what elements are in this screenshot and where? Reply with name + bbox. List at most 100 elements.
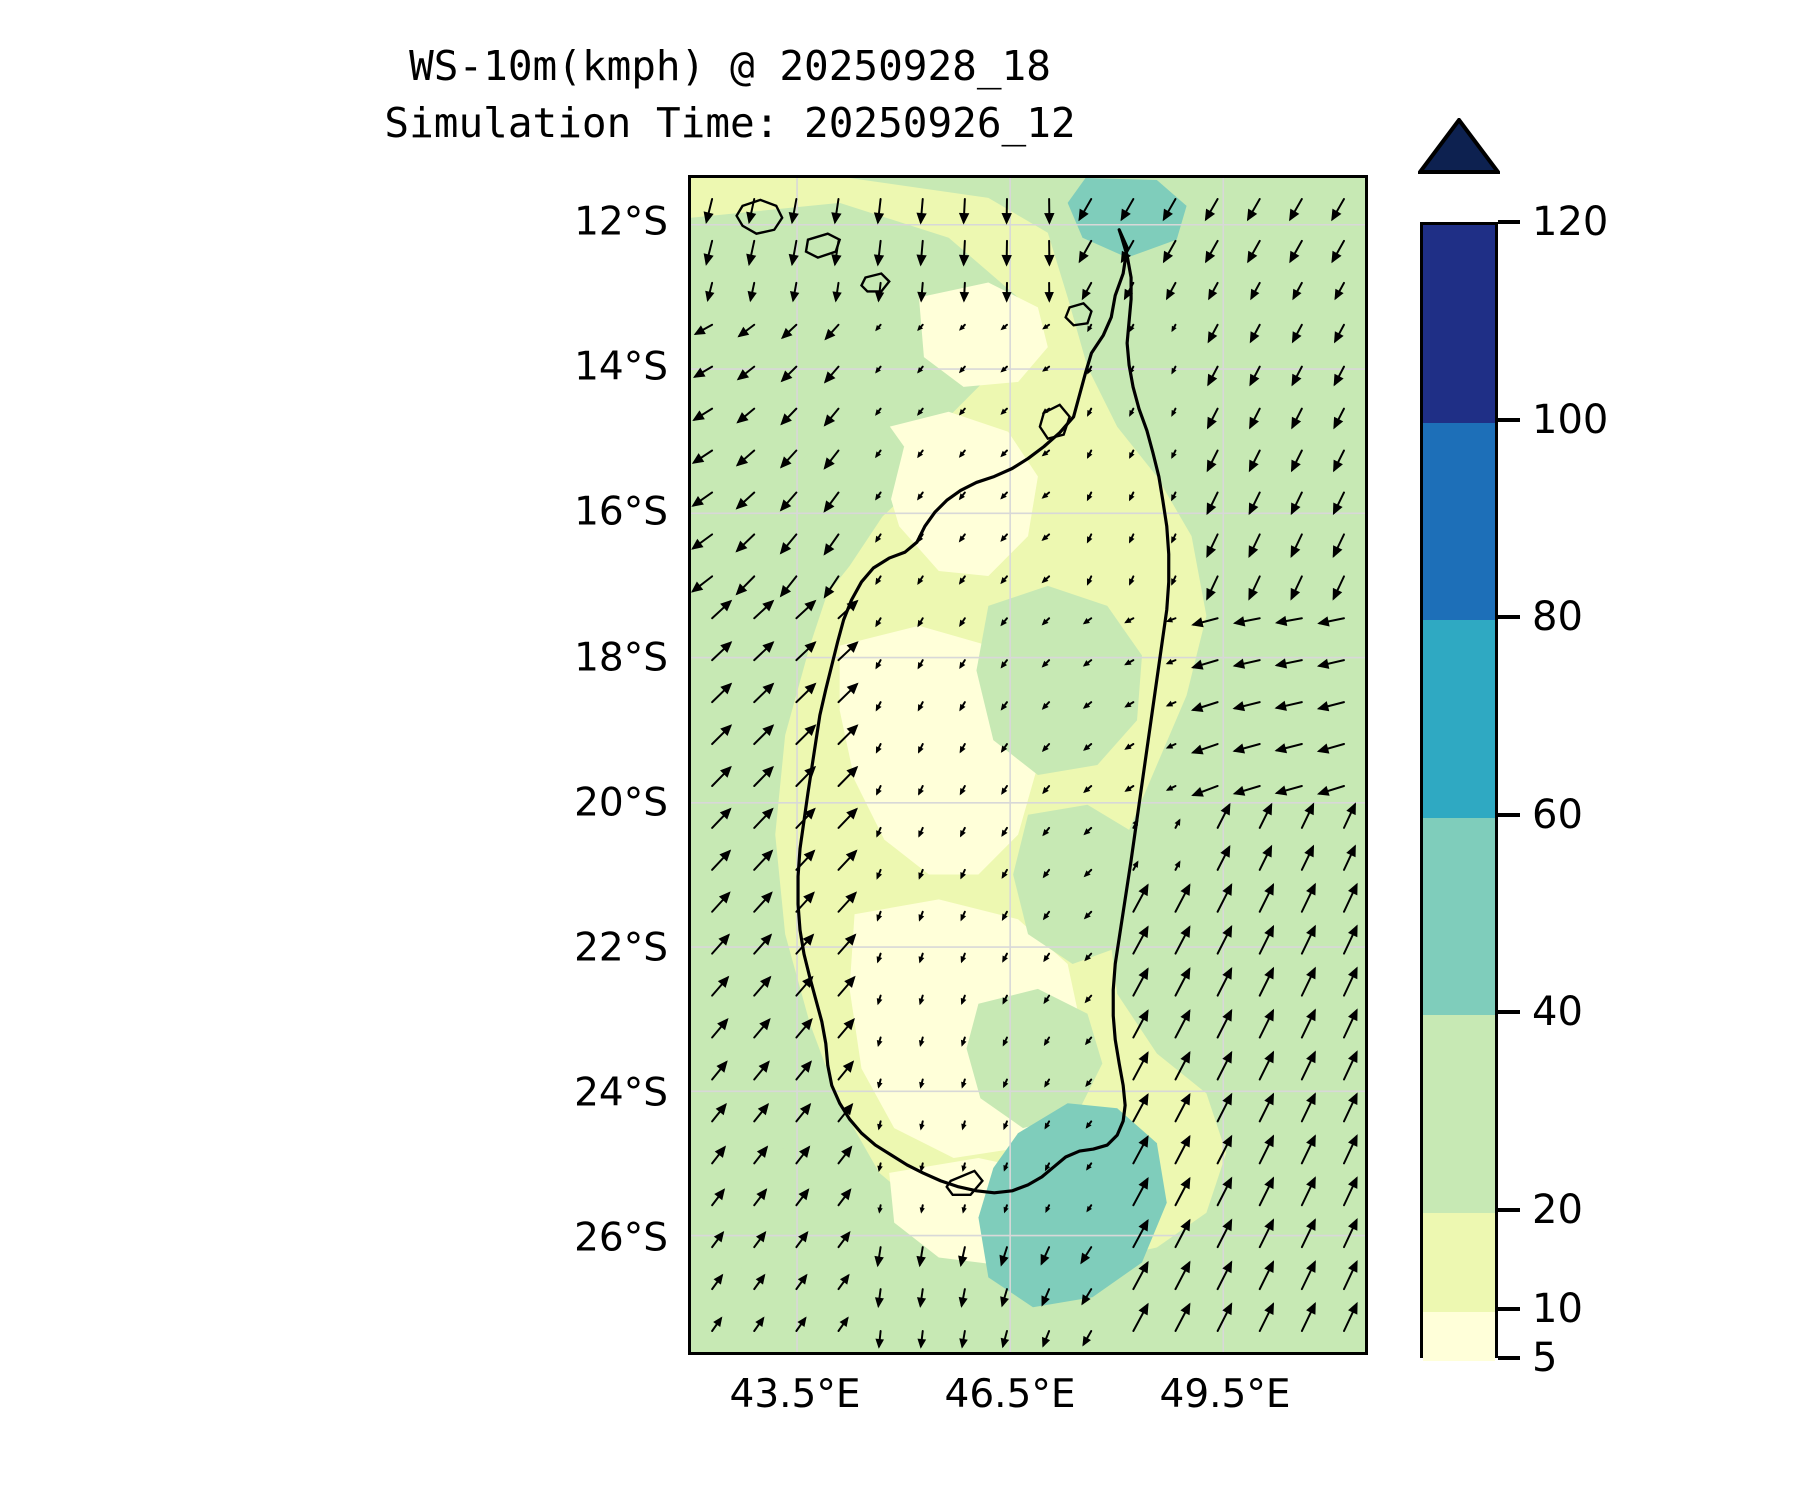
wind-arrow-head [1222,1176,1233,1190]
wind-arrow-head [1129,367,1135,375]
wind-arrow-head [693,325,706,335]
offshore-island-outline [860,272,891,293]
map-gridlines [691,178,1365,1352]
wind-arrow-head [1316,743,1330,754]
wind-arrow-head [713,1273,724,1285]
wind-arrow-head [1138,1176,1149,1190]
wind-arrow-head [839,1316,849,1328]
wind-arrow-head [715,1102,727,1116]
wind-arrow-head [846,599,859,612]
wind-arrow-head [1332,502,1343,516]
wind-arrow-head [1129,494,1135,502]
colorbar-gradient[interactable] [1420,222,1498,1361]
contour-band-20-40 [736,1197,865,1315]
wind-arrow-head [1000,408,1007,415]
wind-arrow-head [1333,416,1344,430]
wind-arrow-head [1331,250,1342,264]
wind-arrow-head [1348,924,1358,938]
wind-arrow-head [1306,1092,1316,1106]
wind-arrow-head [1249,373,1260,387]
wind-arrow-head [714,1145,727,1158]
contour-band-20-40 [966,988,1103,1129]
wind-arrow-head [1348,1008,1358,1022]
wind-arrow-head [875,746,882,754]
wind-arrow-head [876,998,883,1006]
colorbar-tick [1498,812,1520,817]
wind-arrow-head [804,807,816,820]
wind-arrow-head [803,891,815,904]
wind-arrow-head [1001,254,1012,267]
map-plot-area[interactable] [688,175,1368,1355]
wind-arrow-head [1041,618,1049,626]
wind-arrow-head [875,324,881,332]
wind-arrow-head [1180,967,1191,980]
wind-arrow-head [1084,954,1091,962]
wind-arrow-head [1264,1260,1275,1273]
wind-arrow-head [703,253,714,266]
contour-band-20-40 [1013,804,1152,964]
wind-arrow-head [1081,288,1091,301]
wind-arrow-head [1289,208,1300,222]
wind-arrow-head [1206,416,1217,430]
wind-arrow-head [1129,325,1135,333]
wind-arrow-head [1264,1134,1275,1148]
colorbar[interactable]: 5 10 20 40 60 80 100 120 [1418,118,1780,1381]
wind-arrow-head [705,290,715,303]
colorbar-tick [1498,417,1520,422]
wind-arrow-head [917,704,924,712]
wind-arrow-head [1083,786,1091,794]
lat-tick-label: 18°S [574,635,668,681]
wind-arrow-head [1083,828,1091,836]
wind-vector-arrows [691,197,1358,1349]
wind-arrow-head [1002,291,1012,303]
wind-arrow-head [1208,288,1218,301]
wind-arrow-head [1171,409,1177,417]
wind-arrow-head [1002,997,1008,1005]
wind-arrow-head [1129,452,1135,459]
wind-arrow-head [1085,1122,1092,1129]
wind-arrow-head [1086,1164,1092,1171]
wind-arrow-head [798,1188,810,1201]
wind-arrow-head [824,328,836,341]
wind-arrow-head [1334,331,1344,344]
wind-arrow-head [873,212,885,225]
wind-arrow-head [916,1255,926,1268]
wind-arrow-head [918,998,925,1006]
wind-arrow-head [1264,1302,1275,1315]
wind-arrow-head [917,451,924,459]
wind-arrow-head [1000,577,1007,585]
wind-arrow-head [916,212,927,225]
wind-arrow-head [756,1188,768,1201]
wind-arrow-head [839,1273,850,1285]
wind-arrow-head [1291,373,1302,387]
wind-arrow-head [876,1040,883,1047]
colorbar-tick-label: 40 [1532,989,1583,1036]
offshore-island-outline [735,198,784,235]
wind-arrow-head [691,453,705,464]
wind-arrow-head [918,956,925,964]
wind-arrow-head [779,542,792,555]
wind-arrow-head [755,1230,767,1243]
wind-arrow-head [1120,250,1131,264]
wind-arrow-head [1003,1206,1009,1214]
wind-arrow-head [1274,658,1288,669]
wind-arrow-head [1043,954,1050,963]
wind-arrow-head [720,765,732,778]
wind-arrow-head [1000,324,1007,331]
wind-arrow-head [918,914,925,922]
wind-arrow-head [761,807,774,820]
wind-arrow-head [874,291,885,303]
wind-arrow-head [762,682,775,695]
wind-arrow-head [1129,409,1135,417]
wind-arrow-head [1041,534,1049,541]
wind-arrow-head [762,724,775,737]
wind-arrow-head [917,577,924,586]
colorbar-segment [1423,1212,1495,1312]
wind-arrow-head [1331,208,1342,222]
wind-arrow-head [1346,844,1356,858]
wind-arrow-head [845,891,857,904]
wind-arrow-head [1086,578,1093,586]
wind-arrow-head [1264,1008,1275,1022]
wind-arrow-head [1000,492,1007,500]
wind-arrow-head [1138,1260,1149,1274]
